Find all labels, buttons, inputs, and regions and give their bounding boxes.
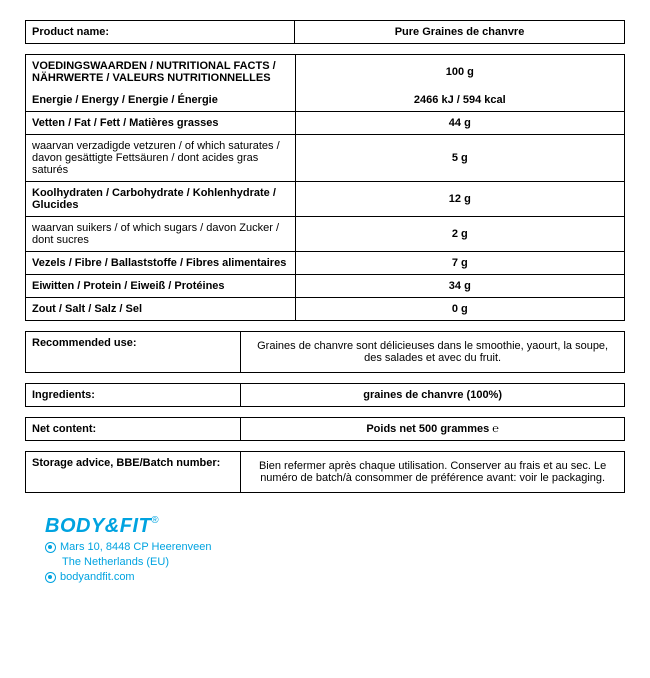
nutrition-section: VOEDINGSWAARDEN / NUTRITIONAL FACTS / NÄ… — [25, 54, 625, 321]
ingredients-section: Ingredients: graines de chanvre (100%) — [25, 383, 625, 407]
footer-website-line: bodyandfit.com — [45, 571, 625, 583]
net-content-label: Net content: — [26, 418, 241, 440]
nutrition-row-value: 34 g — [295, 275, 624, 298]
recommended-use-label: Recommended use: — [26, 332, 241, 372]
nutrition-row-label: Zout / Salt / Salz / Sel — [26, 298, 295, 321]
recommended-use-value: Graines de chanvre sont délicieuses dans… — [241, 332, 624, 372]
nutrition-header-row: VOEDINGSWAARDEN / NUTRITIONAL FACTS / NÄ… — [26, 55, 624, 89]
ingredients-value: graines de chanvre (100%) — [241, 384, 624, 406]
nutrition-row-label: waarvan suikers / of which sugars / davo… — [26, 217, 295, 252]
nutrition-row: Vetten / Fat / Fett / Matières grasses44… — [26, 112, 624, 135]
brand-name: BODY&FIT — [45, 515, 151, 537]
website: bodyandfit.com — [60, 571, 135, 583]
nutrition-row-value: 2466 kJ / 594 kcal — [295, 89, 624, 112]
nutrition-row-label: Eiwitten / Protein / Eiweiß / Protéines — [26, 275, 295, 298]
location-icon — [45, 542, 56, 553]
nutrition-row-label: Vezels / Fibre / Ballaststoffe / Fibres … — [26, 252, 295, 275]
nutrition-header-value: 100 g — [295, 55, 624, 89]
nutrition-row-value: 0 g — [295, 298, 624, 321]
nutrition-row-value: 12 g — [295, 182, 624, 217]
nutrition-row-value: 7 g — [295, 252, 624, 275]
footer-address-line-2: The Netherlands (EU) — [45, 556, 625, 568]
storage-value: Bien refermer après chaque utilisation. … — [241, 452, 624, 492]
nutrition-table: VOEDINGSWAARDEN / NUTRITIONAL FACTS / NÄ… — [26, 55, 624, 320]
product-name-section: Product name: Pure Graines de chanvre — [25, 20, 625, 44]
footer-address-line-1: Mars 10, 8448 CP Heerenveen — [45, 541, 625, 553]
net-content-value: Poids net 500 grammes ℮ — [241, 418, 624, 440]
brand-reg: ® — [151, 515, 158, 526]
globe-icon — [45, 572, 56, 583]
nutrition-row: Koolhydraten / Carbohydrate / Kohlenhydr… — [26, 182, 624, 217]
nutrition-row: Zout / Salt / Salz / Sel0 g — [26, 298, 624, 321]
net-content-section: Net content: Poids net 500 grammes ℮ — [25, 417, 625, 441]
footer: BODY&FIT® Mars 10, 8448 CP Heerenveen Th… — [25, 515, 625, 583]
nutrition-row-label: Vetten / Fat / Fett / Matières grasses — [26, 112, 295, 135]
nutrition-header-label: VOEDINGSWAARDEN / NUTRITIONAL FACTS / NÄ… — [26, 55, 295, 89]
nutrition-row-label: Koolhydraten / Carbohydrate / Kohlenhydr… — [26, 182, 295, 217]
nutrition-row: Energie / Energy / Energie / Énergie2466… — [26, 89, 624, 112]
storage-label: Storage advice, BBE/Batch number: — [26, 452, 241, 492]
nutrition-row: waarvan suikers / of which sugars / davo… — [26, 217, 624, 252]
product-name-value: Pure Graines de chanvre — [295, 21, 624, 43]
ingredients-label: Ingredients: — [26, 384, 241, 406]
nutrition-row-value: 44 g — [295, 112, 624, 135]
nutrition-row-label: waarvan verzadigde vetzuren / of which s… — [26, 135, 295, 182]
nutrition-row-value: 5 g — [295, 135, 624, 182]
recommended-use-section: Recommended use: Graines de chanvre sont… — [25, 331, 625, 373]
nutrition-row-value: 2 g — [295, 217, 624, 252]
address1: Mars 10, 8448 CP Heerenveen — [60, 541, 211, 553]
product-name-label: Product name: — [26, 21, 295, 43]
address2: The Netherlands (EU) — [62, 556, 169, 568]
brand-logo: BODY&FIT® — [45, 515, 625, 538]
nutrition-row: Eiwitten / Protein / Eiweiß / Protéines3… — [26, 275, 624, 298]
nutrition-row: waarvan verzadigde vetzuren / of which s… — [26, 135, 624, 182]
nutrition-row: Vezels / Fibre / Ballaststoffe / Fibres … — [26, 252, 624, 275]
nutrition-row-label: Energie / Energy / Energie / Énergie — [26, 89, 295, 112]
storage-section: Storage advice, BBE/Batch number: Bien r… — [25, 451, 625, 493]
